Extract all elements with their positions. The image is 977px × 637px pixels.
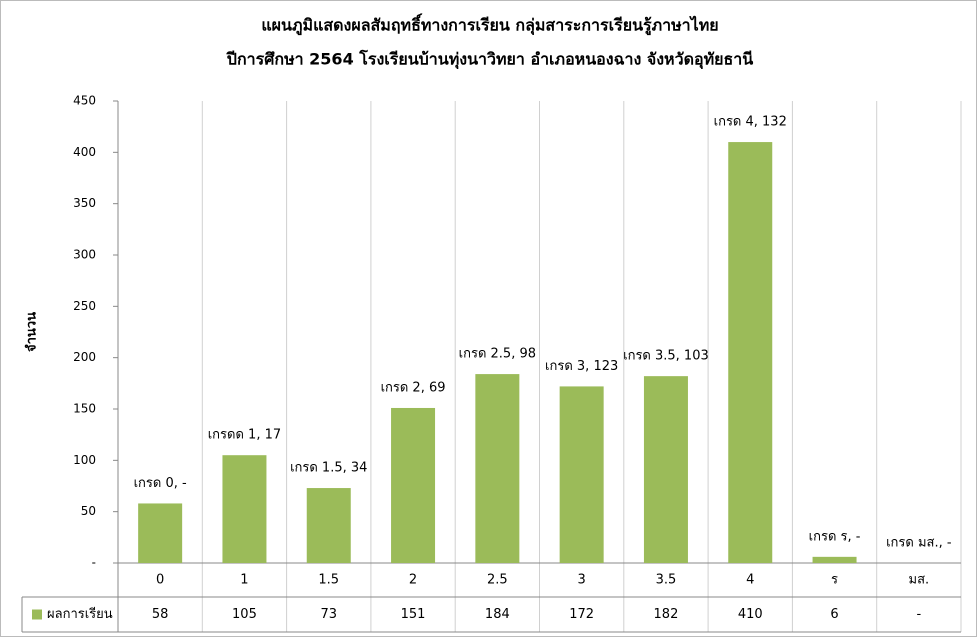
bar	[391, 407, 436, 563]
legend-label: ผลการเรียน	[47, 606, 113, 622]
bar-annotation: เกรดด 1, 17	[208, 428, 281, 443]
y-axis-label: จำนวน	[24, 312, 40, 352]
table-value: -	[916, 607, 921, 622]
table-value: 73	[320, 607, 337, 622]
x-tick-label: 1.5	[318, 573, 339, 588]
x-tick-label: 3.5	[656, 573, 677, 588]
table-value: 58	[152, 607, 169, 622]
y-tick-label: 200	[73, 350, 96, 364]
bar-annotation: เกรด 2.5, 98	[459, 347, 536, 362]
x-tick-label: 2	[409, 573, 417, 588]
y-tick-label: 100	[73, 453, 96, 467]
bar	[728, 142, 773, 564]
y-tick-label: 300	[73, 248, 96, 262]
table-value: 105	[232, 607, 257, 622]
table-value: 410	[738, 607, 763, 622]
x-tick-label: มส.	[909, 573, 930, 588]
y-tick-label: -	[92, 556, 96, 570]
bar-annotation: เกรด 3.5, 103	[623, 349, 709, 364]
y-tick-label: 400	[73, 145, 96, 159]
y-tick-label: 50	[81, 504, 96, 518]
chart-subtitle: ปีการศึกษา 2564 โรงเรียนบ้านทุ่งนาวิทยา …	[225, 49, 753, 70]
bar	[812, 556, 857, 563]
x-tick-label: 3	[578, 573, 586, 588]
x-tick-label: 4	[746, 573, 754, 588]
bar-annotation: เกรด 2, 69	[381, 380, 446, 395]
y-tick-label: 250	[73, 299, 96, 313]
bar-annotation: เกรด 4, 132	[714, 115, 787, 130]
bar-annotation: เกรด 3, 123	[545, 359, 618, 374]
y-tick-label: 350	[73, 196, 96, 210]
x-tick-label: 0	[156, 573, 164, 588]
y-tick-label: 450	[73, 94, 96, 108]
bar	[138, 503, 183, 563]
table-value: 172	[569, 607, 594, 622]
x-tick-label: ร	[831, 573, 838, 588]
table-value: 6	[830, 607, 838, 622]
legend-key	[32, 609, 42, 620]
bar	[559, 386, 604, 563]
x-tick-label: 2.5	[487, 573, 508, 588]
chart-title: แผนภูมิแสดงผลสัมฤทธิ์ทางการเรียน กลุ่มสา…	[261, 14, 718, 37]
table-value: 184	[485, 607, 510, 622]
table-value: 182	[654, 607, 679, 622]
y-tick-label: 150	[73, 402, 96, 416]
bar-annotation: เกรด 0, -	[134, 476, 187, 491]
bar	[222, 455, 267, 563]
bar-annotation: เกรด 1.5, 34	[290, 461, 367, 476]
bar-annotation: เกรด มส., -	[886, 536, 952, 551]
bar-annotation: เกรด ร, -	[809, 529, 861, 544]
table-value: 151	[401, 607, 426, 622]
x-tick-label: 1	[240, 573, 248, 588]
bar	[643, 376, 688, 563]
bar	[475, 374, 520, 563]
bar	[306, 488, 351, 563]
